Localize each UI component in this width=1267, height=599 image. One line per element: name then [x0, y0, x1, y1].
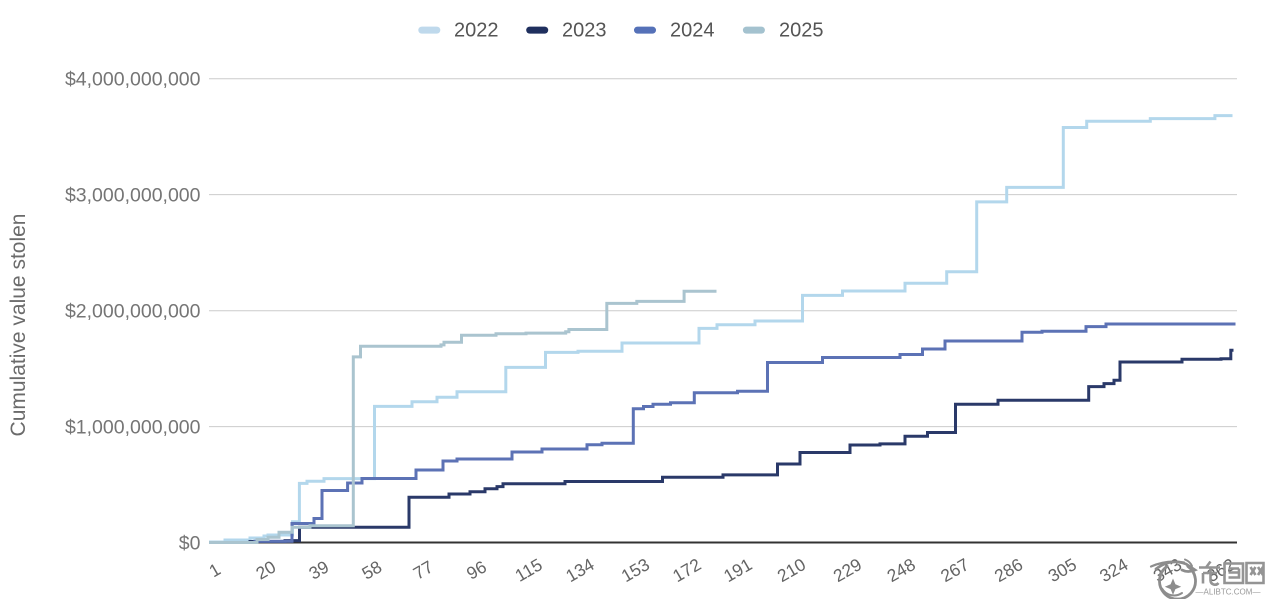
svg-text:1: 1 — [206, 559, 224, 581]
svg-text:134: 134 — [562, 554, 598, 586]
svg-text:2023: 2023 — [562, 20, 607, 42]
svg-text:20: 20 — [252, 556, 279, 583]
svg-text:172: 172 — [669, 554, 704, 586]
svg-text:$2,000,000,000: $2,000,000,000 — [65, 301, 201, 323]
svg-text:77: 77 — [410, 557, 437, 584]
svg-text:362: 362 — [1203, 554, 1238, 586]
svg-text:305: 305 — [1045, 554, 1080, 586]
svg-text:248: 248 — [884, 554, 919, 586]
svg-text:115: 115 — [512, 554, 546, 585]
svg-text:—ALIBTC.COM—: —ALIBTC.COM— — [1196, 588, 1261, 597]
svg-text:39: 39 — [305, 557, 332, 584]
svg-text:229: 229 — [830, 554, 865, 586]
svg-text:2022: 2022 — [454, 20, 499, 42]
svg-text:191: 191 — [720, 554, 755, 586]
svg-text:286: 286 — [991, 554, 1026, 586]
svg-text:$3,000,000,000: $3,000,000,000 — [65, 184, 201, 206]
svg-text:267: 267 — [937, 554, 972, 586]
svg-text:$4,000,000,000: $4,000,000,000 — [65, 69, 201, 91]
svg-text:324: 324 — [1096, 554, 1132, 586]
svg-text:$0: $0 — [179, 532, 201, 554]
svg-text:210: 210 — [774, 554, 810, 586]
svg-text:$1,000,000,000: $1,000,000,000 — [65, 416, 201, 438]
svg-text:2024: 2024 — [670, 20, 715, 42]
svg-text:Cumulative value stolen: Cumulative value stolen — [7, 214, 30, 437]
svg-text:2025: 2025 — [779, 20, 824, 42]
svg-text:58: 58 — [358, 557, 385, 584]
svg-text:96: 96 — [463, 557, 490, 584]
svg-text:153: 153 — [618, 554, 653, 586]
